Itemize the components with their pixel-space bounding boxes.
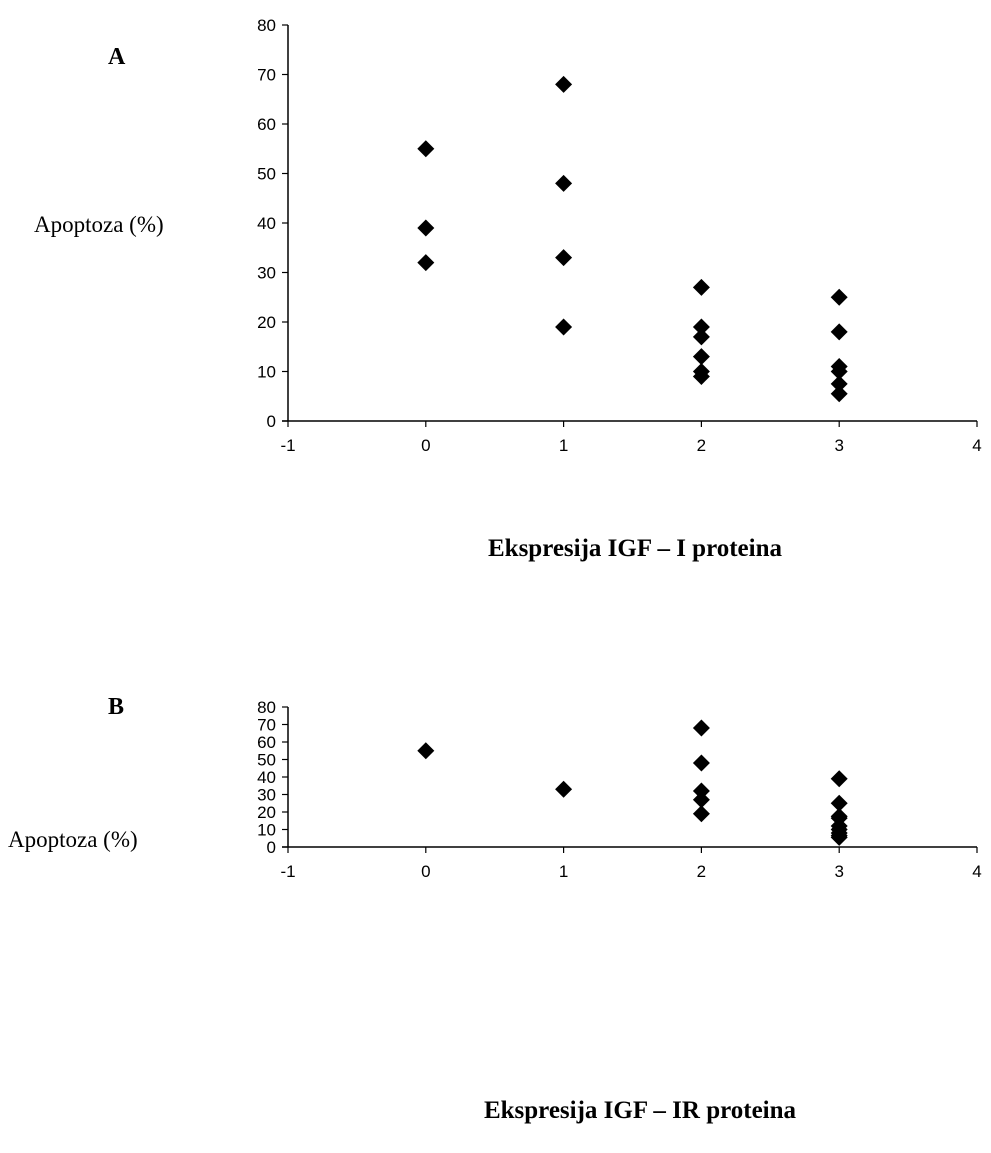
chart-b-x-tick-label: 3: [834, 862, 843, 881]
chart-a-point: [830, 363, 848, 380]
chart-a-y-tick-label: 60: [257, 115, 276, 134]
chart-b-y-tick-label: 0: [267, 838, 276, 857]
chart-a-x-tick-label: 3: [834, 436, 843, 455]
chart-b-point: [555, 780, 573, 798]
chart-a-point: [555, 318, 573, 336]
panel-a-y-axis-label: Apoptoza (%): [34, 212, 164, 237]
chart-a-y-tick-label: 70: [257, 66, 276, 85]
chart-b-point: [692, 805, 710, 823]
chart-b-x-tick-label: -1: [280, 862, 295, 881]
chart-b-y-tick-label: 20: [257, 803, 276, 822]
chart-a-point: [692, 367, 710, 385]
chart-b-x-tick-label: 2: [697, 862, 706, 881]
chart-a-point: [692, 278, 710, 296]
chart-b-y-tick-label: 80: [257, 698, 276, 717]
chart-a-y-tick-label: 50: [257, 165, 276, 184]
chart-b-y-tick-label: 70: [257, 716, 276, 735]
chart-b-point: [830, 770, 848, 788]
panel-b-label: B: [108, 694, 125, 720]
chart-a-y-tick-label: 0: [267, 412, 276, 431]
chart-a-point: [692, 318, 710, 336]
chart-b-point: [692, 754, 710, 772]
chart-a-point: [555, 75, 573, 93]
chart-b-y-tick-label: 40: [257, 768, 276, 787]
chart-b-x-tick-label: 1: [559, 862, 568, 881]
chart-a-y-tick-label: 30: [257, 264, 276, 283]
panel-b-x-axis-label: Ekspresija IGF – IR proteina: [483, 1097, 797, 1124]
chart-b-y-tick-label: 10: [257, 821, 276, 840]
chart-b-point: [692, 791, 710, 809]
chart-b-point: [692, 719, 710, 737]
chart-a-point: [555, 174, 573, 192]
chart-a-point: [830, 375, 848, 393]
chart-b-point: [692, 782, 710, 800]
chart-a-point: [417, 219, 435, 237]
panel-b-y-axis-label: Apoptoza (%): [8, 827, 138, 852]
chart-a-point: [692, 348, 710, 366]
chart-a-x-tick-label: -1: [280, 436, 295, 455]
chart-b-point: [830, 828, 848, 846]
chart-a-x-tick-label: 4: [972, 436, 981, 455]
chart-a-y-tick-label: 80: [257, 16, 276, 35]
chart-a-y-tick-label: 40: [257, 214, 276, 233]
chart-b-point: [417, 742, 435, 760]
chart-a-point: [830, 385, 848, 403]
chart-a-point: [417, 140, 435, 158]
chart-b-y-tick-label: 30: [257, 786, 276, 805]
chart-a-point: [692, 328, 710, 346]
chart-b-x-tick-label: 0: [421, 862, 430, 881]
chart-b-y-tick-label: 50: [257, 751, 276, 770]
chart-b-y-tick-label: 60: [257, 733, 276, 752]
chart-a-y-tick-label: 10: [257, 363, 276, 382]
chart-a-point: [555, 249, 573, 267]
chart-a-point: [417, 254, 435, 272]
panel-a-x-axis-label: Ekspresija IGF – I proteina: [487, 535, 783, 562]
chart-a-x-tick-label: 0: [421, 436, 430, 455]
chart-a-point: [830, 323, 848, 341]
chart-a-y-tick-label: 20: [257, 313, 276, 332]
chart-a-point: [830, 288, 848, 306]
chart-a-x-tick-label: 1: [559, 436, 568, 455]
chart-b-point: [830, 794, 848, 812]
chart-a-x-tick-label: 2: [697, 436, 706, 455]
chart-b-x-tick-label: 4: [972, 862, 981, 881]
panel-a-label: A: [108, 44, 126, 70]
